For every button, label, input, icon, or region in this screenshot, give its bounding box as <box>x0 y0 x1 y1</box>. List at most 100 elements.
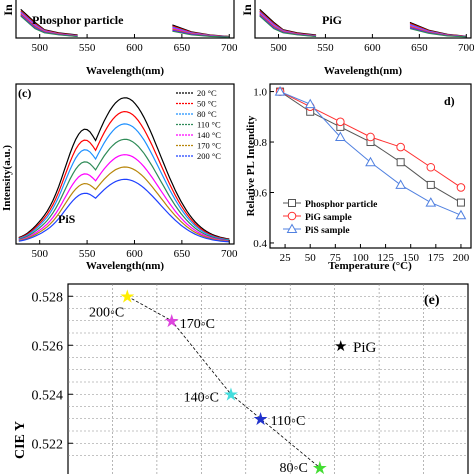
panel-e-legend: ★ PiG <box>334 339 377 356</box>
panel-b-ylabel: In <box>240 4 254 16</box>
x-tick-label: 175 <box>428 252 445 264</box>
panel-e-frame <box>67 283 469 474</box>
x-tick-label: 650 <box>174 248 191 260</box>
pis-spectrum-5 <box>18 166 230 242</box>
panel-c-sample-label: PiS <box>58 212 76 226</box>
panel-d-figure-label: d) <box>444 94 455 108</box>
legend-label: PiG sample <box>305 213 352 223</box>
legend-marker <box>286 223 298 233</box>
x-tick-label: 650 <box>411 42 428 54</box>
x-tick-label: 200 <box>453 252 470 264</box>
legend-label: 20 °C <box>197 88 217 98</box>
panel-b-series <box>259 8 467 38</box>
panel-c-frame <box>15 83 235 245</box>
pl-point-circle <box>456 183 466 192</box>
panel-d-series <box>274 86 467 220</box>
x-tick-label: 125 <box>377 252 394 264</box>
panel-a-x-ticks: 500 550 600 650 700 <box>31 34 238 54</box>
panel-a-xlabel: Wavelength(nm) <box>86 65 165 77</box>
cie-point-star: ★ <box>164 311 180 331</box>
x-tick-label: 600 <box>126 248 143 260</box>
pl-point-triangle <box>425 197 437 207</box>
panel-e-grid <box>68 284 468 474</box>
panel-spectrum-left-6 <box>20 15 78 38</box>
cie-point-label: 170◦C <box>180 317 215 332</box>
cie-trend-line <box>127 295 321 469</box>
pis-spectrum-4 <box>18 154 230 242</box>
panel-d: 0.4 0.6 0.8 1.0 25 50 75 100 125 150 175 200 d) Re… <box>245 83 472 272</box>
cie-point-star: ★ <box>253 409 269 429</box>
pl-point-square <box>426 180 435 189</box>
pis-spectrum-0 <box>18 97 230 240</box>
x-tick-label: 150 <box>402 252 419 264</box>
legend-label: Phosphor particle <box>305 200 377 210</box>
x-tick-label: 600 <box>126 42 143 54</box>
pis-spectrum-1 <box>18 110 230 241</box>
pl-point-circle <box>426 162 436 172</box>
panel-d-frame <box>269 83 472 249</box>
pl-point-triangle <box>304 98 316 109</box>
x-tick-label: 75 <box>330 252 342 264</box>
pis-spectrum-3 <box>18 138 230 241</box>
x-tick-label: 700 <box>221 248 238 260</box>
legend-marker <box>287 211 297 221</box>
pl-point-triangle <box>274 86 286 96</box>
legend-label: 170 °C <box>197 141 221 151</box>
legend-label: PiS sample <box>305 226 350 236</box>
panel-b-frame <box>254 0 472 39</box>
y-tick-label: 0.528 <box>32 290 64 305</box>
panel-e-points: ★200◦C ★ 170◦C★140◦C★ 110◦C★80◦C <box>89 286 328 474</box>
panel-e-figure-label: (e) <box>424 293 440 308</box>
panel-c-x-ticks: 500 550 600 650 700 <box>31 240 238 260</box>
panel-a: In Phosphor particle 500 550 600 650 700 Wav… <box>1 0 238 77</box>
x-tick-label: 550 <box>79 248 96 260</box>
panel-spectrum-right-6 <box>172 30 230 38</box>
legend-label: 140 °C <box>197 130 221 140</box>
panel-c-xlabel: Wavelength(nm) <box>86 260 165 272</box>
pl-point-triangle <box>334 131 346 141</box>
panel-d-y-ticks: 0.4 0.6 0.8 1.0 <box>253 87 274 250</box>
panel-b-xlabel: Wavelength(nm) <box>324 65 403 77</box>
panel-e-legend-label: PiG <box>353 340 377 356</box>
y-tick-label: 0.8 <box>253 137 267 149</box>
panel-b-x-ticks: 500 550 600 650 700 <box>270 34 474 54</box>
panel-c-figure-label: (c) <box>18 86 31 100</box>
cie-point-star: ★ <box>312 458 328 474</box>
panel-a-frame <box>15 0 235 39</box>
panel-e-ylabel: CIE Y <box>13 421 28 459</box>
pl-point-triangle <box>395 179 407 189</box>
panel-b: In PiG 500 550 600 650 700 Wavelength(nm) <box>240 0 474 77</box>
pl-point-square <box>456 198 465 207</box>
cie-point-label: 110◦C <box>271 414 306 429</box>
panel-c: (c) PiS Intensity(a.u.) 20 °C50 °C80 °C1… <box>1 83 238 272</box>
pis-spectrum-2 <box>18 123 230 241</box>
x-tick-label: 50 <box>305 252 317 264</box>
cie-point-star: ★ <box>119 286 135 306</box>
x-tick-label: 100 <box>352 252 369 264</box>
panel-c-series <box>18 97 230 243</box>
legend-label: 200 °C <box>197 151 221 161</box>
x-tick-label: 500 <box>270 42 287 54</box>
legend-label: 50 °C <box>197 99 217 109</box>
y-tick-label: 0.6 <box>253 187 267 199</box>
y-tick-label: 0.522 <box>32 437 64 452</box>
cie-point-label: 80◦C <box>280 461 308 474</box>
panel-d-ylabel: Relative PL Intendity <box>245 115 257 216</box>
pl-point-circle <box>336 117 345 127</box>
cie-point-label: 200◦C <box>89 305 124 320</box>
x-tick-label: 500 <box>31 248 48 260</box>
panel-spectrum-left-6 <box>259 15 317 38</box>
x-tick-label: 550 <box>79 42 96 54</box>
x-tick-label: 700 <box>221 42 238 54</box>
y-tick-label: 0.526 <box>32 339 64 354</box>
legend-label: 110 °C <box>197 120 221 130</box>
x-tick-label: 650 <box>174 42 191 54</box>
pl-point-triangle <box>455 209 467 220</box>
panel-d-legend: Phosphor particle PiG sample PiS sample <box>283 199 377 236</box>
panel-c-ylabel: Intensity(a.u.) <box>1 145 13 211</box>
panel-e-y-ticks: 0.522 0.524 0.526 0.528 <box>32 290 73 452</box>
cie-point-label: 140◦C <box>184 390 219 405</box>
